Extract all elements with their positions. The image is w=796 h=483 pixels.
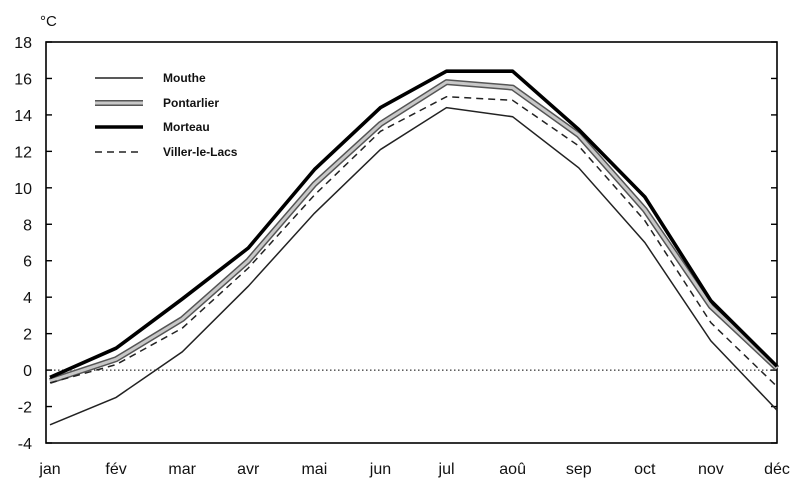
y-tick-label: 18 [14,35,32,52]
series-line [49,95,778,388]
y-unit-label: °C [40,13,57,30]
series-1 [49,79,780,384]
series-2 [49,69,779,380]
tick-labels: -4 -2 0 2 4 6 8 10 12 14 16 18 jan fév mar avr mai jun jul… [14,35,790,478]
y-tick-label: 12 [14,144,32,161]
x-tick-label: avr [237,461,260,478]
x-tick-label: jul [438,461,455,478]
y-tick-label: 14 [14,108,32,125]
x-tick-label: déc [764,461,790,478]
y-tick-label: -4 [18,436,32,453]
x-tick-label: mar [168,461,196,478]
series-line [49,106,778,426]
series-3 [49,95,778,388]
x-tick-label: aoû [499,461,526,478]
y-tick-label: 6 [23,254,32,271]
y-tick-label: -2 [18,400,32,417]
y-tick-label: 2 [23,327,32,344]
x-tick-label: jan [38,461,60,478]
series-line [49,69,779,380]
legend-label: Pontarlier [163,96,219,110]
y-tick-label: 16 [14,71,32,88]
y-tick-label: 0 [23,363,32,380]
legend-label: Viller-le-Lacs [163,145,238,159]
x-tick-label: sep [566,461,592,478]
y-tick-label: 8 [23,217,32,234]
legend: Mouthe Pontarlier Morteau Viller-le-Lacs [95,71,238,159]
series-0 [49,106,778,426]
y-tick-label: 4 [23,290,32,307]
series-layer [49,69,780,426]
plot-frame [45,41,778,444]
legend-label: Morteau [163,120,210,134]
y-tick-label: 10 [14,181,32,198]
x-tick-label: jun [369,461,391,478]
x-tick-label: mai [301,461,327,478]
x-tick-label: oct [634,461,656,478]
series-line-fill [49,80,779,383]
legend-label: Mouthe [163,71,206,85]
axes [45,41,778,444]
x-tick-label: nov [698,461,724,478]
x-tick-label: fév [105,461,126,478]
